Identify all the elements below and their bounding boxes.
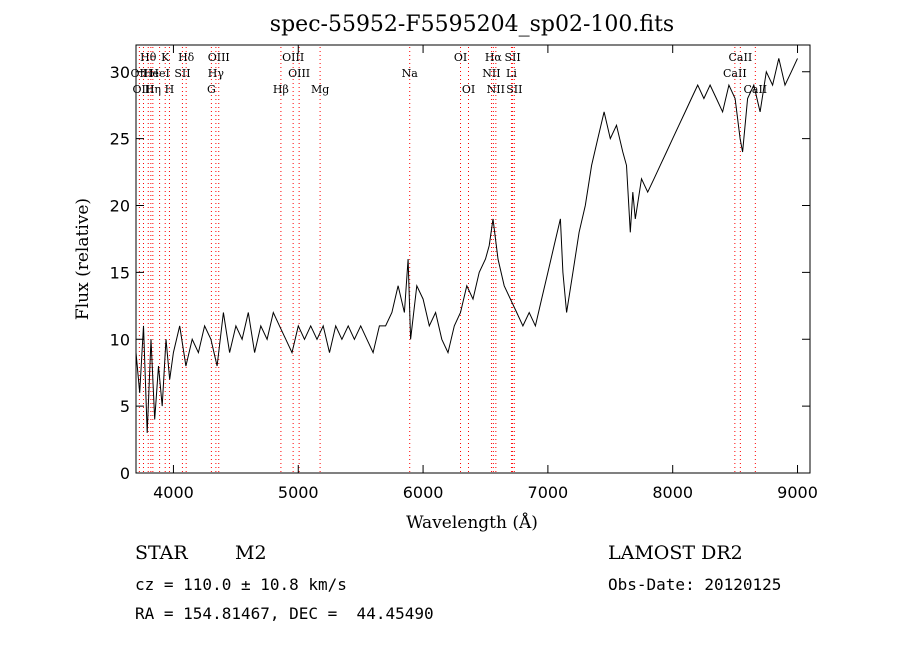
spectral-line-label: He bbox=[143, 67, 159, 80]
spectral-line-label: Hβ bbox=[273, 83, 289, 96]
survey-name: LAMOST DR2 bbox=[608, 542, 743, 564]
object-subclass: M2 bbox=[235, 542, 267, 564]
x-tick-label: 5000 bbox=[278, 483, 319, 502]
spectral-line-label: HeI bbox=[149, 67, 169, 80]
y-tick-label: 5 bbox=[120, 397, 130, 416]
x-tick-label: 6000 bbox=[403, 483, 444, 502]
object-type: STAR bbox=[135, 542, 188, 564]
x-axis-label: Wavelength (Å) bbox=[406, 512, 538, 533]
spectral-line-label: Mg bbox=[311, 83, 329, 96]
spectral-line-label: OIII bbox=[288, 67, 310, 80]
y-axis-ticks: 0 5 10 15 20 25 30 bbox=[110, 63, 810, 483]
spectral-line-markers bbox=[138, 47, 756, 473]
spectral-line-label: OIII bbox=[208, 51, 230, 64]
x-tick-label: 9000 bbox=[777, 483, 818, 502]
spectral-line-label: NII bbox=[482, 67, 500, 80]
spectral-line-label: SII bbox=[506, 83, 522, 96]
y-tick-label: 25 bbox=[110, 130, 130, 149]
y-axis-label: Flux (relative) bbox=[73, 198, 93, 320]
y-tick-label: 15 bbox=[110, 263, 130, 282]
redshift-value: cz = 110.0 ± 10.8 km/s bbox=[135, 575, 347, 594]
spectral-line-label: Li bbox=[506, 67, 517, 80]
spectral-line-label: CaII bbox=[723, 67, 747, 80]
spectral-line-label: Hθ bbox=[140, 51, 157, 64]
spectral-line-label: H bbox=[165, 83, 175, 96]
spectral-line-label: OI bbox=[454, 51, 467, 64]
spectral-line-label: SII bbox=[174, 67, 190, 80]
spectral-line-label: Na bbox=[402, 67, 419, 80]
spectral-line-label: OIII bbox=[132, 83, 154, 96]
spectral-line-label: G bbox=[207, 83, 216, 96]
x-tick-label: 8000 bbox=[652, 483, 693, 502]
spectral-line-label: SII bbox=[504, 51, 520, 64]
spectral-line-label: OI bbox=[462, 83, 475, 96]
ra-dec: RA = 154.81467, DEC = 44.45490 bbox=[135, 604, 434, 623]
spectral-line-label: K bbox=[161, 51, 170, 64]
obs-date: Obs-Date: 20120125 bbox=[608, 575, 782, 594]
y-tick-label: 20 bbox=[110, 197, 130, 216]
plot-frame bbox=[135, 44, 811, 474]
spectral-line-label: Hγ bbox=[208, 67, 225, 80]
spectral-line-label: Hη bbox=[145, 83, 161, 96]
x-tick-label: 7000 bbox=[528, 483, 569, 502]
x-tick-label: 4000 bbox=[153, 483, 194, 502]
y-tick-label: 30 bbox=[110, 63, 130, 82]
spectral-line-label: OII bbox=[131, 67, 149, 80]
spectral-line-label: NII bbox=[487, 83, 505, 96]
y-tick-label: 10 bbox=[110, 330, 130, 349]
spectral-line-label: Hδ bbox=[178, 51, 195, 64]
spectral-line-label: CaII bbox=[729, 51, 753, 64]
chart-title: spec-55952-F5595204_sp02-100.fits bbox=[270, 12, 674, 37]
x-axis-ticks: 4000 5000 6000 7000 8000 9000 bbox=[153, 45, 818, 502]
y-tick-label: 0 bbox=[120, 464, 130, 483]
spectral-line-label: Hα bbox=[485, 51, 503, 64]
spectrum-series-line bbox=[135, 58, 798, 433]
spectral-line-label: OIII bbox=[282, 51, 304, 64]
